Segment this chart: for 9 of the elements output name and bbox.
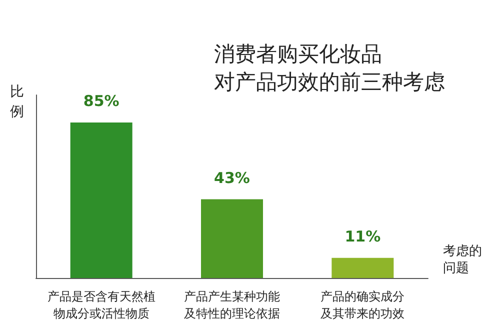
x-tick-label: 产品产生某种功能及特性的理论依据 <box>184 290 280 320</box>
chart-title: 消费者购买化妆品对产品功效的前三种考虑 <box>214 42 445 94</box>
x-axis-title: 考虑的问题 <box>443 244 482 276</box>
data-label: 11% <box>344 227 381 246</box>
x-tick-label: 产品是否含有天然植物成分或活性物质 <box>47 290 156 320</box>
y-axis-title: 比例 <box>10 84 24 120</box>
data-label: 43% <box>214 168 250 187</box>
x-tick-label: 产品的确实成分及其带来的功效 <box>320 290 405 320</box>
data-label: 85% <box>83 92 120 110</box>
